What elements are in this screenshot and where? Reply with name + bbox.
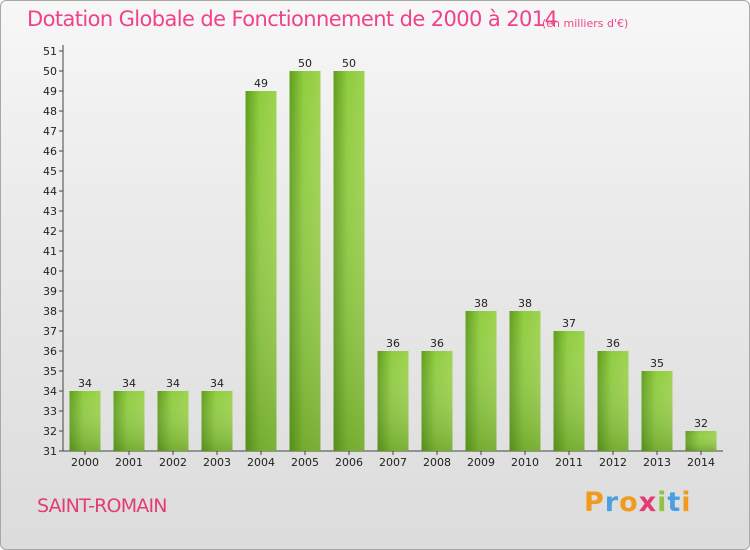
- y-tick-label: 34: [43, 385, 57, 398]
- chart-subtitle: (en milliers d'€): [542, 17, 629, 30]
- bar-shade-2014: [685, 431, 717, 451]
- y-tick-label: 36: [43, 345, 57, 358]
- data-label-2014: 32: [694, 417, 708, 430]
- data-label-2001: 34: [122, 377, 136, 390]
- x-tick-label-2010: 2010: [511, 456, 539, 469]
- data-label-2008: 36: [430, 337, 444, 350]
- y-tick-label: 31: [43, 445, 57, 458]
- y-tick-label: 37: [43, 325, 57, 338]
- data-label-2005: 50: [298, 57, 312, 70]
- x-tick-label-2004: 2004: [247, 456, 275, 469]
- y-tick-label: 43: [43, 205, 57, 218]
- proxiti-logo: Proxiti: [584, 487, 692, 518]
- y-tick-label: 33: [43, 405, 57, 418]
- logo-letter: x: [638, 487, 658, 518]
- chart-title: Dotation Globale de Fonctionnement de 20…: [27, 7, 558, 31]
- logo-letter: P: [584, 487, 605, 518]
- data-label-2009: 38: [474, 297, 488, 310]
- y-tick-label: 44: [43, 185, 57, 198]
- y-tick-label: 35: [43, 365, 57, 378]
- bar-shade-2008: [421, 351, 453, 451]
- y-tick-label: 51: [43, 45, 57, 58]
- bar-shade-2003: [201, 391, 233, 451]
- data-label-2002: 34: [166, 377, 180, 390]
- bar-shade-2001: [113, 391, 145, 451]
- bar-shade-2007: [377, 351, 409, 451]
- x-tick-label-2001: 2001: [115, 456, 143, 469]
- data-label-2012: 36: [606, 337, 620, 350]
- bar-shade-2006: [333, 71, 365, 451]
- bar-shade-2012: [597, 351, 629, 451]
- x-tick-label-2014: 2014: [687, 456, 715, 469]
- data-label-2003: 34: [210, 377, 224, 390]
- data-label-2007: 36: [386, 337, 400, 350]
- x-tick-label-2012: 2012: [599, 456, 627, 469]
- y-tick-label: 42: [43, 225, 57, 238]
- y-tick-label: 47: [43, 125, 57, 138]
- data-label-2000: 34: [78, 377, 92, 390]
- y-tick-label: 49: [43, 85, 57, 98]
- bar-shade-2013: [641, 371, 673, 451]
- commune-name: SAINT-ROMAIN: [37, 495, 168, 517]
- data-label-2004: 49: [254, 77, 268, 90]
- bar-shade-2011: [553, 331, 585, 451]
- y-tick-label: 38: [43, 305, 57, 318]
- logo-letter: i: [657, 487, 668, 518]
- x-tick-label-2005: 2005: [291, 456, 319, 469]
- bar-shade-2009: [465, 311, 497, 451]
- x-tick-label-2009: 2009: [467, 456, 495, 469]
- x-tick-label-2013: 2013: [643, 456, 671, 469]
- data-label-2010: 38: [518, 297, 532, 310]
- x-tick-label-2000: 2000: [71, 456, 99, 469]
- data-label-2006: 50: [342, 57, 356, 70]
- y-tick-label: 50: [43, 65, 57, 78]
- y-tick-label: 41: [43, 245, 57, 258]
- data-label-2013: 35: [650, 357, 664, 370]
- logo-letter: i: [681, 487, 692, 518]
- y-tick-label: 39: [43, 285, 57, 298]
- y-tick-label: 45: [43, 165, 57, 178]
- y-tick-label: 48: [43, 105, 57, 118]
- logo-letter: t: [667, 487, 682, 518]
- y-tick-label: 46: [43, 145, 57, 158]
- bar-shade-2010: [509, 311, 541, 451]
- x-tick-label-2011: 2011: [555, 456, 583, 469]
- y-tick-label: 32: [43, 425, 57, 438]
- x-tick-label-2006: 2006: [335, 456, 363, 469]
- bar-shade-2005: [289, 71, 321, 451]
- bar-shade-2000: [69, 391, 101, 451]
- x-tick-label-2003: 2003: [203, 456, 231, 469]
- bar-shade-2002: [157, 391, 189, 451]
- x-tick-label-2007: 2007: [379, 456, 407, 469]
- y-tick-label: 40: [43, 265, 57, 278]
- logo-letter: r: [604, 487, 620, 518]
- bar-shade-2004: [245, 91, 277, 451]
- x-tick-label-2002: 2002: [159, 456, 187, 469]
- x-tick-label-2008: 2008: [423, 456, 451, 469]
- logo-letter: o: [619, 487, 639, 518]
- data-label-2011: 37: [562, 317, 576, 330]
